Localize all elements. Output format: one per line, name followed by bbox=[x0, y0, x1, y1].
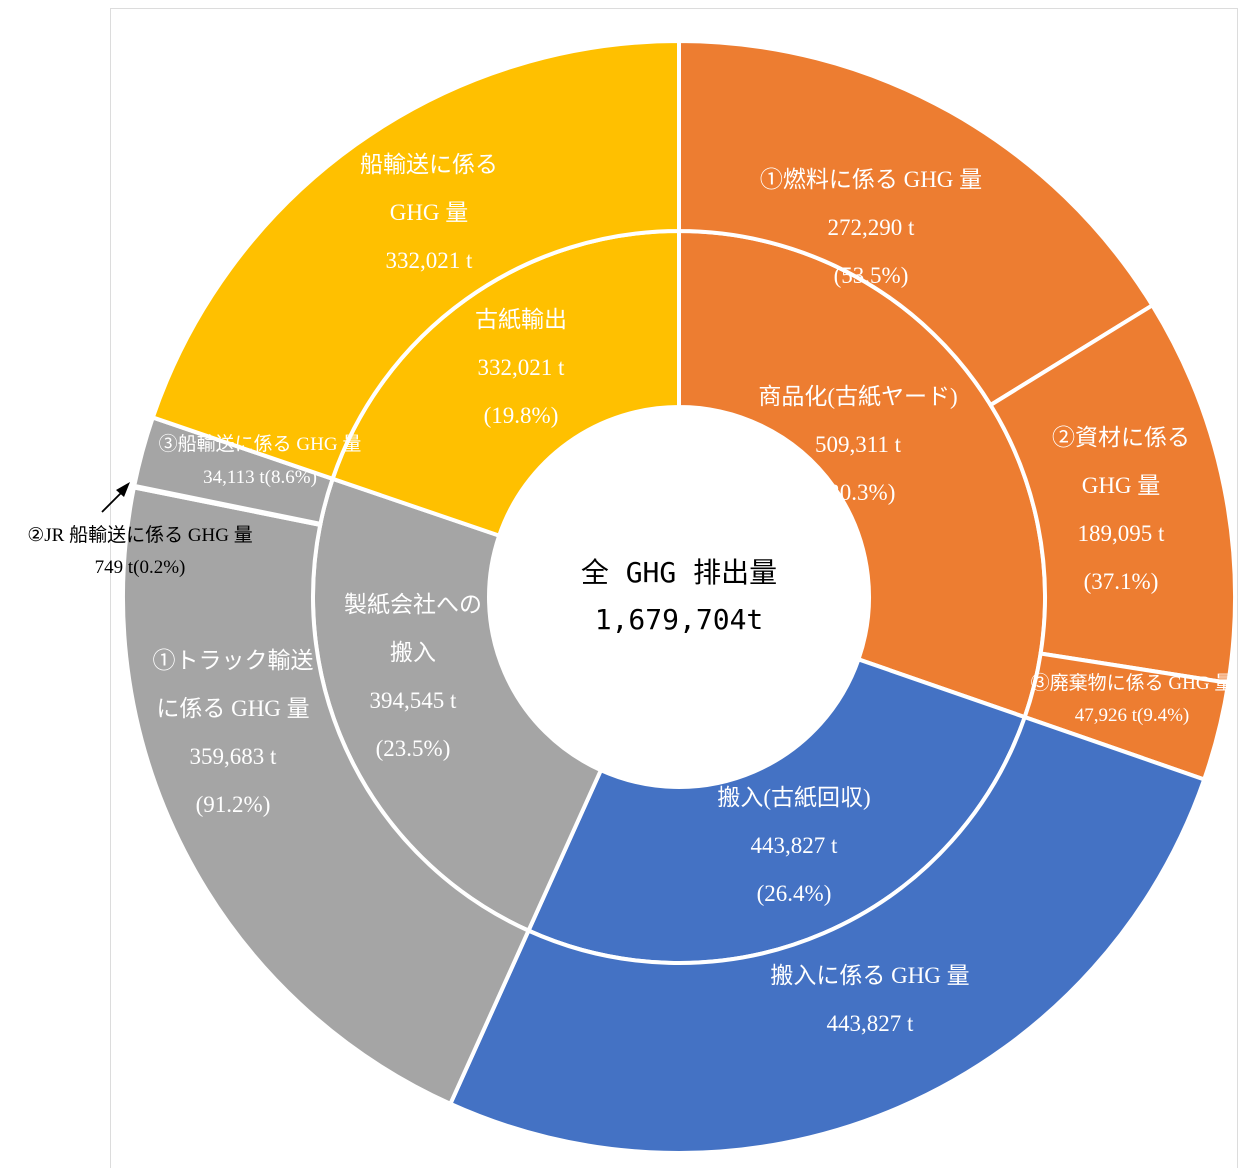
label-collection: 搬入(古紙回収) 443,827 t (26.4%) bbox=[717, 785, 870, 906]
label-export-ghg: 船輸送に係る GHG 量 332,021 t bbox=[360, 152, 498, 273]
label-commodity: 商品化(古紙ヤード) 509,311 t (30.3%) bbox=[758, 384, 957, 505]
center-total: 1,679,704t bbox=[595, 603, 764, 636]
label-waste: ③廃棄物に係る GHG 量 47,926 t(9.4%) bbox=[1031, 672, 1234, 726]
center-title: 全 GHG 排出量 bbox=[581, 556, 777, 589]
label-export: 古紙輸出 332,021 t (19.8%) bbox=[475, 307, 567, 428]
label-jr-ship: ②JR 船輸送に係る GHG 量 749 t(0.2%) bbox=[27, 524, 253, 578]
label-collection-ghg: 搬入に係る GHG 量 443,827 t bbox=[770, 963, 969, 1036]
label-ship: ③船輸送に係る GHG 量 34,113 t(8.6%) bbox=[159, 433, 362, 488]
outer-slice-export-ghg bbox=[150, 38, 681, 482]
outer-slice-collection-ghg bbox=[447, 714, 1207, 1155]
chart-frame bbox=[110, 8, 1238, 1168]
label-truck: ①トラック輸送に係る GHG 量 359,683 t (91.2%) bbox=[153, 648, 314, 817]
label-delivery: 製紙会社への搬入 394,545 t (23.5%) bbox=[344, 592, 482, 761]
outer-slice-fuel bbox=[677, 38, 1156, 408]
donut-hole bbox=[489, 407, 869, 787]
jr-ship-pointer-arrowhead bbox=[116, 482, 130, 497]
outer-slice-truck bbox=[121, 485, 532, 1107]
label-materials: ②資材に係る GHG 量 189,095 t (37.1%) bbox=[1052, 425, 1190, 594]
label-fuel: ①燃料に係る GHG 量 272,290 t (53.5%) bbox=[760, 167, 982, 288]
